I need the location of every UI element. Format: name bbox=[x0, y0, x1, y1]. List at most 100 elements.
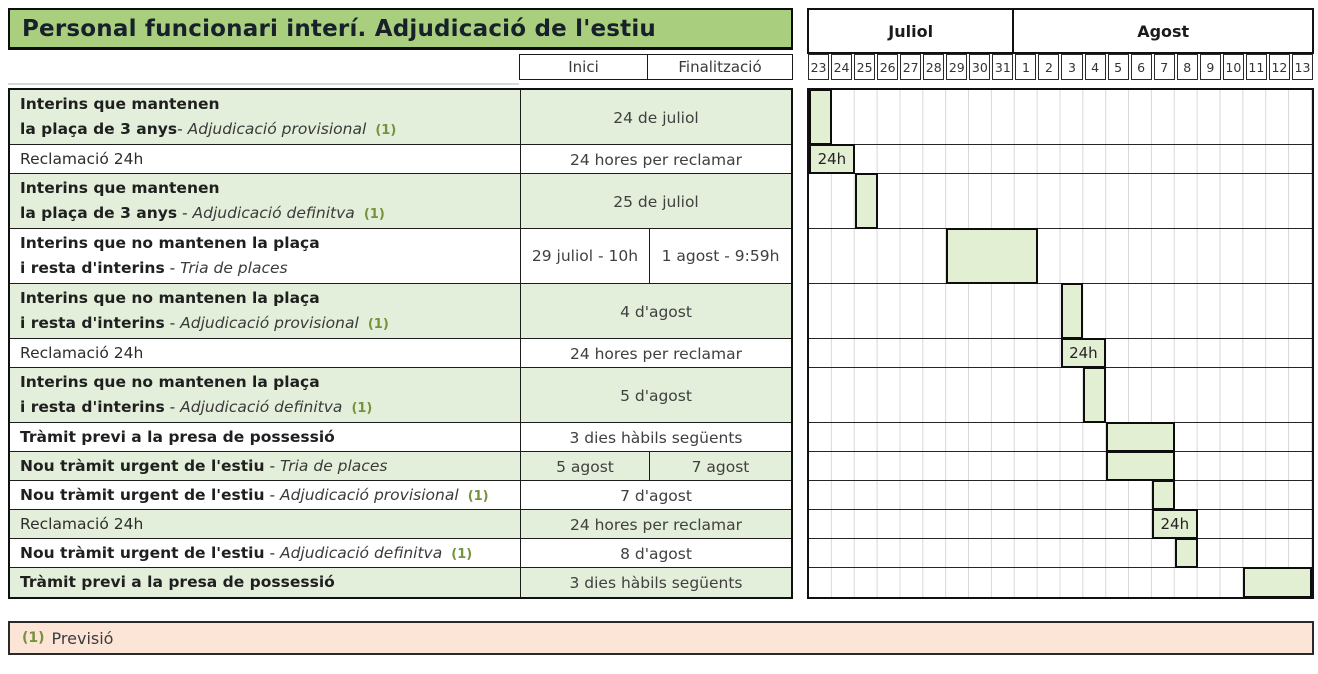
gantt-day-label: 13 bbox=[1291, 54, 1313, 80]
gantt-row bbox=[809, 480, 1312, 510]
row-value: 25 de juliol bbox=[613, 192, 699, 211]
footnote-marker: (1) bbox=[22, 630, 45, 646]
row-label: Reclamació 24h bbox=[10, 339, 521, 368]
row-value: 3 dies hàbils següents bbox=[569, 428, 743, 447]
footnote-text: Previsió bbox=[51, 628, 114, 648]
gantt-day-label: 1 bbox=[1015, 54, 1037, 80]
gantt-day-label: 9 bbox=[1199, 54, 1221, 80]
label-segment: Reclamació 24h bbox=[20, 150, 144, 168]
gantt-day-label: 31 bbox=[992, 54, 1014, 80]
table-row: Tràmit previ a la presa de possessió 3 di… bbox=[10, 568, 791, 597]
column-header-finalitzacio: Finalització bbox=[648, 54, 793, 80]
gantt-row bbox=[809, 422, 1312, 452]
gantt-bar bbox=[946, 228, 1038, 284]
gantt-bar bbox=[1106, 422, 1175, 452]
row-value: 3 dies hàbils següents bbox=[569, 573, 743, 592]
label-segment: Adjudicació provisional bbox=[180, 314, 359, 332]
gantt-day-label: 28 bbox=[923, 54, 945, 80]
gantt-row bbox=[809, 89, 1312, 145]
row-value: 5 d'agost bbox=[620, 386, 692, 405]
row-value: 24 hores per reclamar bbox=[569, 515, 743, 534]
summer-allocation-schedule: Personal funcionari interí. Adjudicació … bbox=[8, 8, 1314, 655]
gantt-day-label: 23 bbox=[808, 54, 830, 80]
row-label: Nou tràmit urgent de l'estiu - Adjudicac… bbox=[10, 481, 521, 511]
column-header-spacer bbox=[8, 54, 519, 80]
row-value-finalitzacio: 7 agost bbox=[691, 457, 750, 476]
row-value-inici: 5 agost bbox=[521, 452, 650, 481]
gantt-bar bbox=[1106, 451, 1175, 481]
column-header-inici: Inici bbox=[519, 54, 648, 80]
row-label-line: Interins que mantenen bbox=[20, 176, 510, 201]
label-segment: Tria de places bbox=[180, 259, 288, 277]
gantt-row bbox=[809, 367, 1312, 423]
footnote-ref: (1) bbox=[358, 317, 389, 332]
gantt-bar: 24h bbox=[809, 144, 855, 174]
gantt-day-label: 7 bbox=[1153, 54, 1175, 80]
table-row: Nou tràmit urgent de l'estiu - Adjudicac… bbox=[10, 539, 791, 569]
label-segment: Interins que mantenen bbox=[20, 95, 220, 113]
footnote-ref: (1) bbox=[354, 207, 385, 222]
gantt-bar bbox=[809, 89, 832, 145]
row-value: 7 d'agost bbox=[620, 487, 692, 505]
label-segment: Adjudicació definitva bbox=[180, 398, 343, 416]
row-label-line: Reclamació 24h bbox=[20, 147, 510, 172]
row-value: 24 de juliol bbox=[613, 108, 699, 127]
row-label: Nou tràmit urgent de l'estiu - Adjudicac… bbox=[10, 539, 521, 569]
gantt-day-label: 30 bbox=[969, 54, 991, 80]
gantt-day-label: 6 bbox=[1130, 54, 1152, 80]
label-segment: Tria de places bbox=[279, 457, 388, 475]
row-label: Reclamació 24h bbox=[10, 145, 521, 174]
gantt-row bbox=[809, 228, 1312, 284]
row-value-inici: 29 juliol - 10h bbox=[521, 229, 650, 283]
gantt-month-header: Juliol Agost bbox=[807, 8, 1314, 54]
gantt-month-label: Agost bbox=[1014, 8, 1314, 54]
label-segment: - bbox=[264, 457, 280, 475]
gantt-bar bbox=[1060, 283, 1084, 339]
gantt-month-label: Juliol bbox=[807, 8, 1015, 54]
gantt-bar bbox=[854, 173, 878, 229]
gantt-day-label: 3 bbox=[1061, 54, 1083, 80]
gantt-row: 24h bbox=[809, 144, 1312, 174]
table-column-headers: Inici Finalització bbox=[8, 54, 793, 80]
row-label-line: i resta d'interins - Tria de places bbox=[20, 256, 510, 281]
label-segment: Adjudicació definitva bbox=[192, 204, 355, 222]
row-label-line: Reclamació 24h bbox=[20, 341, 510, 366]
table-row: Reclamació 24h 24 hores per reclamar bbox=[10, 510, 791, 539]
row-label-line: la plaça de 3 anys- Adjudicació provisio… bbox=[20, 117, 510, 143]
label-segment: - bbox=[177, 120, 188, 138]
row-value: 24 hores per reclamar bbox=[569, 344, 743, 363]
row-label-line: Nou tràmit urgent de l'estiu - Adjudicac… bbox=[20, 541, 510, 567]
label-segment: - bbox=[264, 544, 280, 562]
label-segment: Nou tràmit urgent de l'estiu bbox=[20, 457, 265, 475]
label-segment: Interins que no mantenen la plaça bbox=[20, 289, 320, 307]
row-value: 24 hores per reclamar bbox=[569, 150, 743, 169]
label-segment: Adjudicació provisional bbox=[187, 120, 367, 138]
gantt-day-label: 12 bbox=[1268, 54, 1290, 80]
label-segment: Reclamació 24h bbox=[20, 344, 144, 362]
row-label-line: la plaça de 3 anys - Adjudicació definit… bbox=[20, 201, 510, 227]
label-segment: i resta d'interins bbox=[20, 314, 165, 332]
label-segment: Adjudicació provisional bbox=[279, 486, 459, 504]
gantt-bar bbox=[1083, 367, 1107, 423]
row-label: Interins que mantenen la plaça de 3 anys-… bbox=[10, 90, 521, 145]
label-segment: la plaça de 3 anys bbox=[20, 120, 178, 138]
row-label: Interins que no mantenen la plaça i resta… bbox=[10, 229, 521, 283]
label-segment: Adjudicació definitva bbox=[279, 544, 443, 562]
row-label: Interins que no mantenen la plaça i resta… bbox=[10, 368, 521, 423]
label-segment: i resta d'interins bbox=[20, 259, 165, 277]
row-label-line: Interins que no mantenen la plaça bbox=[20, 231, 510, 256]
gantt-day-label: 10 bbox=[1222, 54, 1244, 80]
row-label-line: Interins que mantenen bbox=[20, 92, 510, 117]
gantt-day-header: 23 24 25 26 27 28 29 30 31 1 2 3 4 5 6 7 8 9 10 11 12 13 bbox=[807, 54, 1314, 80]
label-segment: Reclamació 24h bbox=[20, 515, 144, 533]
row-label-line: Interins que no mantenen la plaça bbox=[20, 286, 510, 311]
row-label-line: Nou tràmit urgent de l'estiu - Tria de p… bbox=[20, 454, 510, 479]
label-segment: Interins que no mantenen la plaça bbox=[20, 234, 320, 252]
table-row: Interins que no mantenen la plaça i resta… bbox=[10, 284, 791, 339]
gantt-bar bbox=[1243, 567, 1312, 598]
label-segment: la plaça de 3 anys bbox=[20, 204, 178, 222]
content-area: Personal funcionari interí. Adjudicació … bbox=[8, 8, 1314, 599]
row-label: Nou tràmit urgent de l'estiu - Tria de p… bbox=[10, 452, 521, 481]
row-label-line: Tràmit previ a la presa de possessió bbox=[20, 425, 510, 450]
table-row: Interins que no mantenen la plaça i resta… bbox=[10, 229, 791, 284]
